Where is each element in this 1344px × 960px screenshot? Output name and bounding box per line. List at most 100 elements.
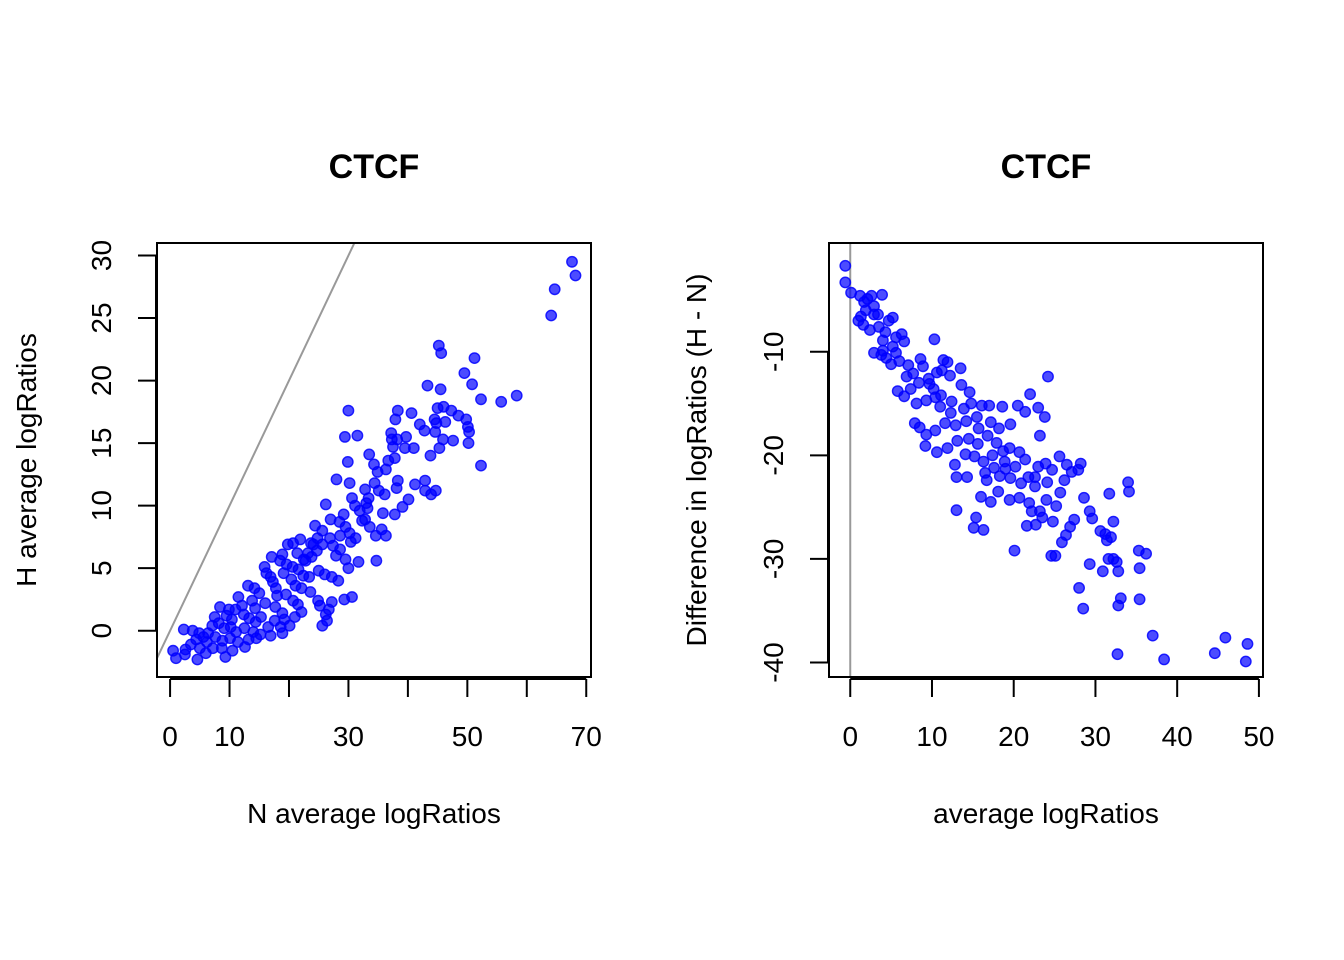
- data-point: [1009, 460, 1022, 473]
- data-point: [972, 422, 985, 435]
- data-point: [954, 362, 967, 375]
- data-point: [920, 428, 933, 441]
- data-point: [981, 429, 994, 442]
- data-point: [949, 458, 961, 471]
- data-point: [876, 288, 888, 301]
- data-point: [208, 611, 221, 623]
- data-point: [259, 597, 272, 610]
- data-point: [363, 521, 376, 533]
- y-tick-label: 25: [86, 302, 117, 333]
- y-axis: -10 -20 -30 -40: [758, 332, 829, 683]
- data-point: [904, 383, 917, 395]
- data-point: [346, 591, 358, 603]
- data-point: [984, 416, 997, 429]
- data-point: [265, 551, 278, 563]
- data-point: [269, 601, 282, 613]
- data-point: [939, 417, 951, 430]
- data-point: [1133, 593, 1146, 606]
- data-point: [291, 547, 304, 560]
- x-tick-label: 20: [998, 721, 1029, 752]
- data-point: [983, 399, 996, 412]
- data-point: [447, 434, 459, 447]
- data-point: [949, 419, 962, 432]
- data-point: [468, 352, 481, 364]
- data-point: [877, 334, 889, 347]
- data-point: [1015, 477, 1027, 490]
- data-point: [428, 413, 441, 426]
- data-point: [1038, 411, 1051, 423]
- data-point: [178, 648, 191, 661]
- data-point: [390, 482, 403, 494]
- data-point: [463, 425, 475, 438]
- data-point: [931, 446, 943, 459]
- data-point: [319, 498, 332, 511]
- data-point: [396, 500, 409, 513]
- data-point: [965, 397, 978, 410]
- data-point: [330, 549, 342, 562]
- data-point: [1041, 476, 1054, 489]
- data-point: [1111, 648, 1124, 661]
- data-point: [910, 397, 923, 410]
- data-point: [993, 422, 1005, 435]
- data-point: [475, 459, 487, 472]
- data-point: [882, 314, 895, 327]
- data-point: [303, 571, 316, 583]
- data-point: [388, 452, 401, 464]
- data-point: [898, 335, 911, 348]
- data-point: [1133, 562, 1146, 575]
- data-point: [1146, 629, 1159, 642]
- data-point: [332, 574, 345, 587]
- data-point: [362, 492, 375, 504]
- data-point: [288, 611, 301, 623]
- data-point: [387, 440, 399, 453]
- data-point: [955, 378, 968, 391]
- data-point: [1013, 491, 1026, 504]
- x-axis: 0 10 30 50 70: [162, 678, 602, 752]
- data-point: [971, 437, 984, 450]
- data-point: [993, 470, 1006, 482]
- data-point: [971, 411, 983, 423]
- data-point: [839, 276, 852, 289]
- data-point: [274, 621, 287, 633]
- data-point: [337, 508, 350, 521]
- data-point: [258, 561, 271, 573]
- data-point: [1032, 401, 1045, 414]
- data-point: [1019, 405, 1032, 418]
- data-point: [919, 440, 932, 452]
- data-point: [986, 449, 999, 462]
- data-point: [281, 538, 294, 551]
- data-point: [872, 308, 884, 321]
- data-point: [950, 471, 963, 483]
- data-point: [1053, 450, 1066, 463]
- data-point: [1036, 511, 1049, 524]
- data-point: [253, 587, 266, 600]
- data-point: [569, 269, 582, 282]
- data-point: [304, 586, 317, 598]
- data-point: [351, 429, 364, 442]
- data-point: [1140, 547, 1153, 560]
- data-point: [1008, 544, 1021, 557]
- data-point: [1096, 565, 1109, 578]
- data-point: [959, 448, 972, 461]
- data-point: [890, 346, 902, 359]
- data-point: [264, 571, 277, 583]
- data-point: [908, 417, 921, 430]
- data-point: [1123, 485, 1135, 498]
- data-point: [935, 389, 947, 402]
- data-point: [928, 333, 941, 346]
- data-point: [1056, 536, 1068, 549]
- data-point: [376, 507, 389, 520]
- data-point: [402, 493, 415, 506]
- data-point: [1011, 399, 1024, 412]
- data-point: [249, 602, 262, 615]
- data-point: [325, 596, 338, 608]
- x-tick-label: 50: [1243, 721, 1274, 752]
- data-point: [439, 415, 452, 428]
- data-point: [1241, 638, 1254, 650]
- data-point: [338, 430, 351, 443]
- data-point: [1049, 549, 1062, 562]
- data-point: [409, 478, 421, 491]
- data-point: [1086, 512, 1099, 525]
- data-point: [1107, 515, 1120, 528]
